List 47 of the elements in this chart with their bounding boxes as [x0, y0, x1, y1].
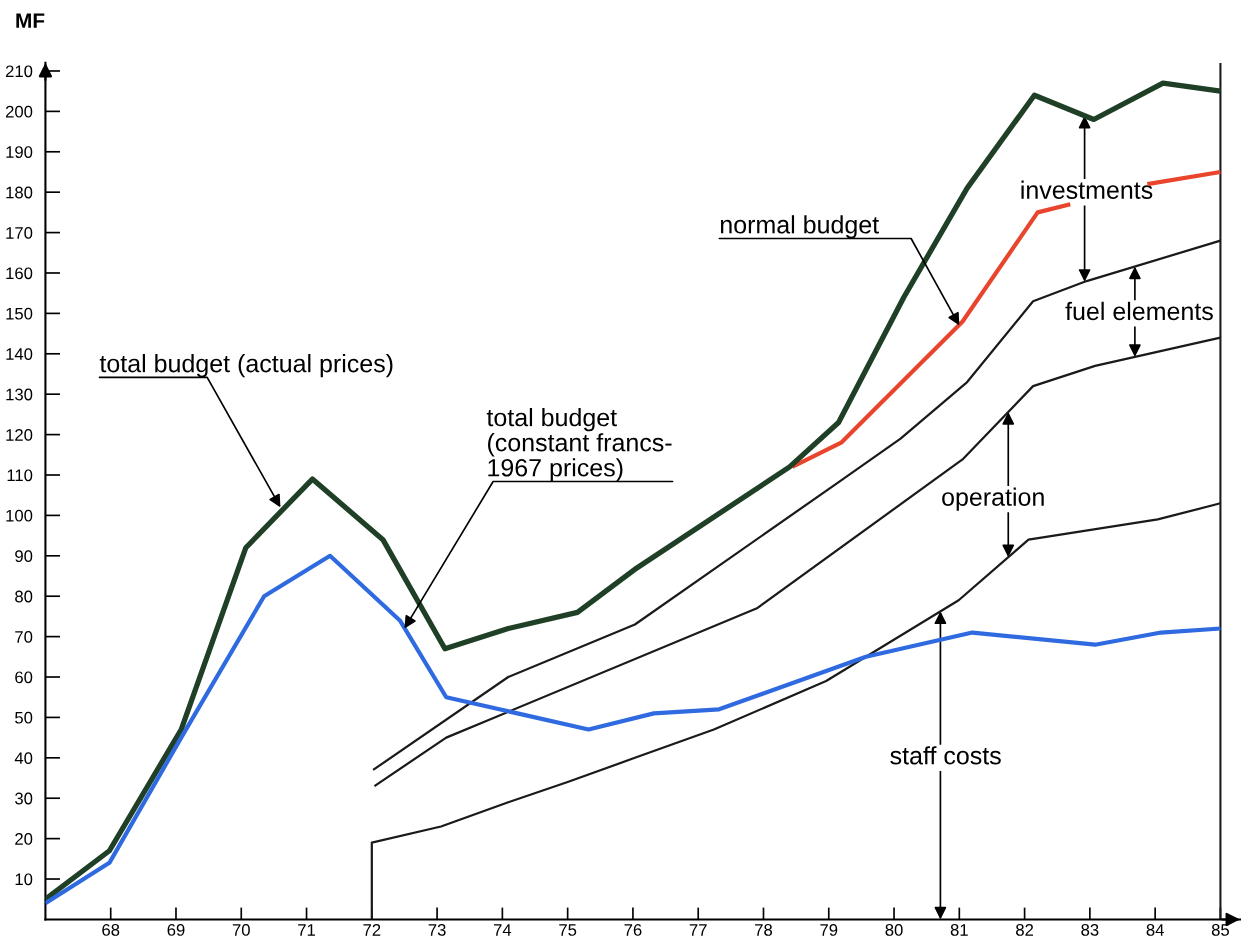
y-tick-label: 20 — [15, 833, 33, 845]
annotation: total budget (actual prices) — [99, 354, 393, 378]
x-tick-label: 78 — [755, 924, 773, 936]
y-tick-label: 70 — [15, 631, 33, 643]
y-tick-label: 110 — [7, 469, 33, 482]
y-tick-label: 120 — [6, 429, 33, 441]
x-tick-label: 75 — [559, 924, 577, 936]
x-tick-label: 85 — [1211, 924, 1229, 936]
x-tick-label: 80 — [885, 924, 903, 936]
annotation: normal budget — [720, 215, 879, 239]
y-tick-label: 180 — [6, 186, 33, 199]
y-tick-label: 160 — [6, 267, 33, 280]
x-tick-label: 84 — [1146, 924, 1164, 936]
y-axis-title: MF — [16, 13, 45, 28]
annotation: staff costs — [890, 746, 1001, 765]
x-tick-label: 74 — [493, 924, 512, 936]
x-tick-label: 69 — [167, 924, 185, 936]
y-tick-label: 190 — [6, 146, 33, 158]
annotation: total budget (constant francs- 1967 prices) — [486, 407, 672, 482]
y-tick-label: 40 — [14, 752, 33, 765]
x-tick-label: 79 — [820, 924, 838, 936]
annotation: investments — [1021, 180, 1153, 199]
y-tick-label: 80 — [15, 590, 33, 603]
x-tick-label: 70 — [232, 924, 250, 936]
x-tick-label: 83 — [1081, 924, 1099, 936]
y-tick-label: 100 — [6, 509, 33, 522]
y-tick-label: 130 — [6, 388, 33, 401]
y-tick-label: 50 — [15, 711, 33, 724]
y-tick-label: 200 — [5, 105, 33, 118]
y-tick-label: 90 — [15, 550, 33, 563]
annotation: fuel elements — [1065, 301, 1213, 321]
y-tick-label: 10 — [15, 873, 33, 886]
y-tick-label: 30 — [15, 792, 33, 805]
x-tick-label: 76 — [624, 924, 642, 936]
y-tick-label: 210 — [5, 65, 33, 78]
y-tick-label: 140 — [6, 348, 33, 360]
x-tick-label: 73 — [428, 924, 446, 936]
x-tick-label: 77 — [689, 924, 707, 936]
x-tick-label: 82 — [1016, 924, 1034, 936]
x-tick-label: 68 — [102, 924, 120, 936]
y-tick-label: 150 — [6, 307, 33, 320]
y-tick-label: 170 — [6, 226, 33, 239]
x-tick-label: 71 — [298, 924, 315, 936]
x-tick-label: 81 — [950, 924, 968, 936]
annotation: operation — [942, 487, 1044, 511]
y-tick-label: 60 — [15, 671, 33, 684]
x-tick-label: 72 — [363, 924, 381, 936]
